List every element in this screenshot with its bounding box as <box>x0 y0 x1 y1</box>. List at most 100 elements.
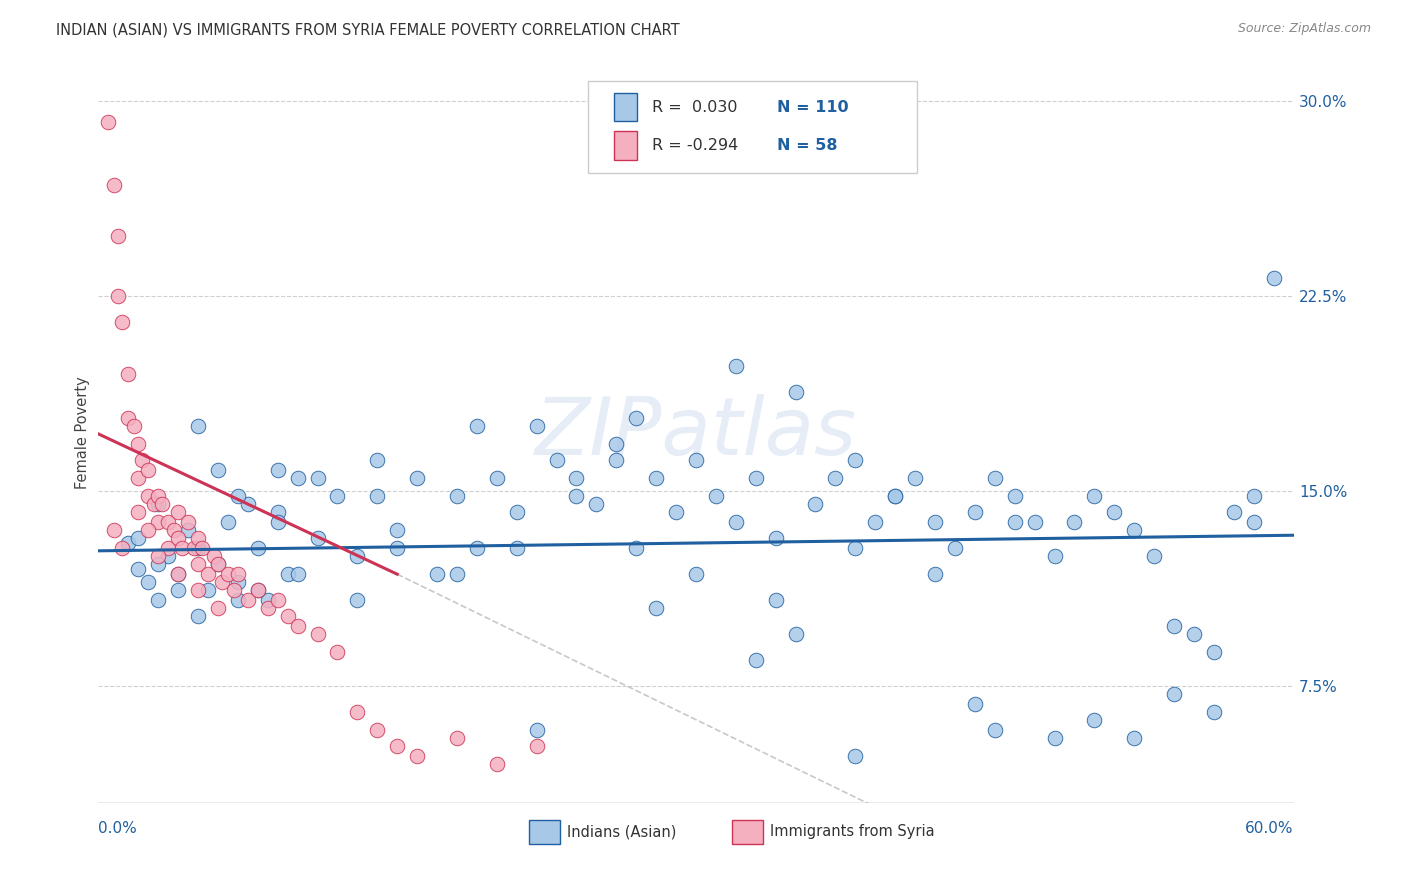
Point <box>963 697 986 711</box>
Point <box>884 489 907 503</box>
Point <box>183 541 205 556</box>
Text: 60.0%: 60.0% <box>1246 822 1294 837</box>
Point <box>704 489 727 503</box>
Point <box>526 739 548 753</box>
Point <box>585 497 607 511</box>
Point <box>565 471 588 485</box>
Point <box>824 471 846 485</box>
Point <box>207 601 229 615</box>
Point <box>136 489 159 503</box>
Point <box>107 289 129 303</box>
Point <box>844 453 866 467</box>
Point <box>366 723 388 737</box>
Point <box>765 531 787 545</box>
Text: N = 110: N = 110 <box>778 100 849 115</box>
Point <box>1083 489 1105 503</box>
Point <box>1104 505 1126 519</box>
Point <box>287 619 309 633</box>
Point <box>1063 515 1085 529</box>
Point <box>267 505 290 519</box>
Point <box>1024 515 1046 529</box>
Point <box>506 505 529 519</box>
Point <box>127 437 149 451</box>
Point <box>148 489 170 503</box>
Text: ZIPatlas: ZIPatlas <box>534 393 858 472</box>
Point <box>143 497 166 511</box>
Point <box>226 574 249 589</box>
Point <box>1163 687 1185 701</box>
Point <box>326 645 349 659</box>
Point <box>124 419 146 434</box>
Bar <box>733 820 763 844</box>
Point <box>645 471 668 485</box>
Point <box>136 523 159 537</box>
Point <box>307 471 329 485</box>
Text: Immigrants from Syria: Immigrants from Syria <box>770 824 935 839</box>
Point <box>1143 549 1166 563</box>
Bar <box>529 820 560 844</box>
Point <box>1163 619 1185 633</box>
Point <box>785 627 807 641</box>
Point <box>526 723 548 737</box>
Point <box>605 437 627 451</box>
Text: Source: ZipAtlas.com: Source: ZipAtlas.com <box>1237 22 1371 36</box>
Point <box>1043 549 1066 563</box>
Point <box>626 541 648 556</box>
Point <box>111 541 134 556</box>
Point <box>565 489 588 503</box>
Point <box>117 411 139 425</box>
Point <box>187 541 209 556</box>
Point <box>197 567 219 582</box>
Point <box>136 574 159 589</box>
Point <box>865 515 887 529</box>
Point <box>97 115 120 129</box>
Point <box>177 515 200 529</box>
Point <box>366 453 388 467</box>
Point <box>406 749 429 764</box>
Point <box>256 593 278 607</box>
Point <box>187 608 209 623</box>
Point <box>745 471 768 485</box>
Point <box>1004 515 1026 529</box>
Point <box>1263 271 1285 285</box>
Point <box>446 567 468 582</box>
Point <box>246 582 269 597</box>
Point <box>131 453 153 467</box>
Point <box>626 411 648 425</box>
Point <box>150 497 173 511</box>
Point <box>157 549 180 563</box>
Point <box>1123 523 1146 537</box>
FancyBboxPatch shape <box>589 81 917 173</box>
Point <box>326 489 349 503</box>
Point <box>157 541 180 556</box>
Point <box>167 505 190 519</box>
Point <box>187 557 209 571</box>
Point <box>1004 489 1026 503</box>
Point <box>187 531 209 545</box>
Point <box>346 705 368 719</box>
Point <box>924 515 946 529</box>
Point <box>172 541 194 556</box>
Point <box>256 601 278 615</box>
Point <box>485 471 508 485</box>
Point <box>307 627 329 641</box>
Point <box>765 593 787 607</box>
Point <box>665 505 688 519</box>
Point <box>136 463 159 477</box>
Point <box>191 541 214 556</box>
Point <box>222 582 245 597</box>
Point <box>785 385 807 400</box>
Point <box>277 608 299 623</box>
Point <box>346 549 368 563</box>
Point <box>148 549 170 563</box>
Point <box>226 567 249 582</box>
Point <box>148 497 170 511</box>
Point <box>246 541 269 556</box>
Point <box>111 315 134 329</box>
Point <box>103 523 125 537</box>
Point <box>187 419 209 434</box>
Point <box>117 536 139 550</box>
Point <box>1043 731 1066 745</box>
Point <box>1243 489 1265 503</box>
Point <box>167 567 190 582</box>
